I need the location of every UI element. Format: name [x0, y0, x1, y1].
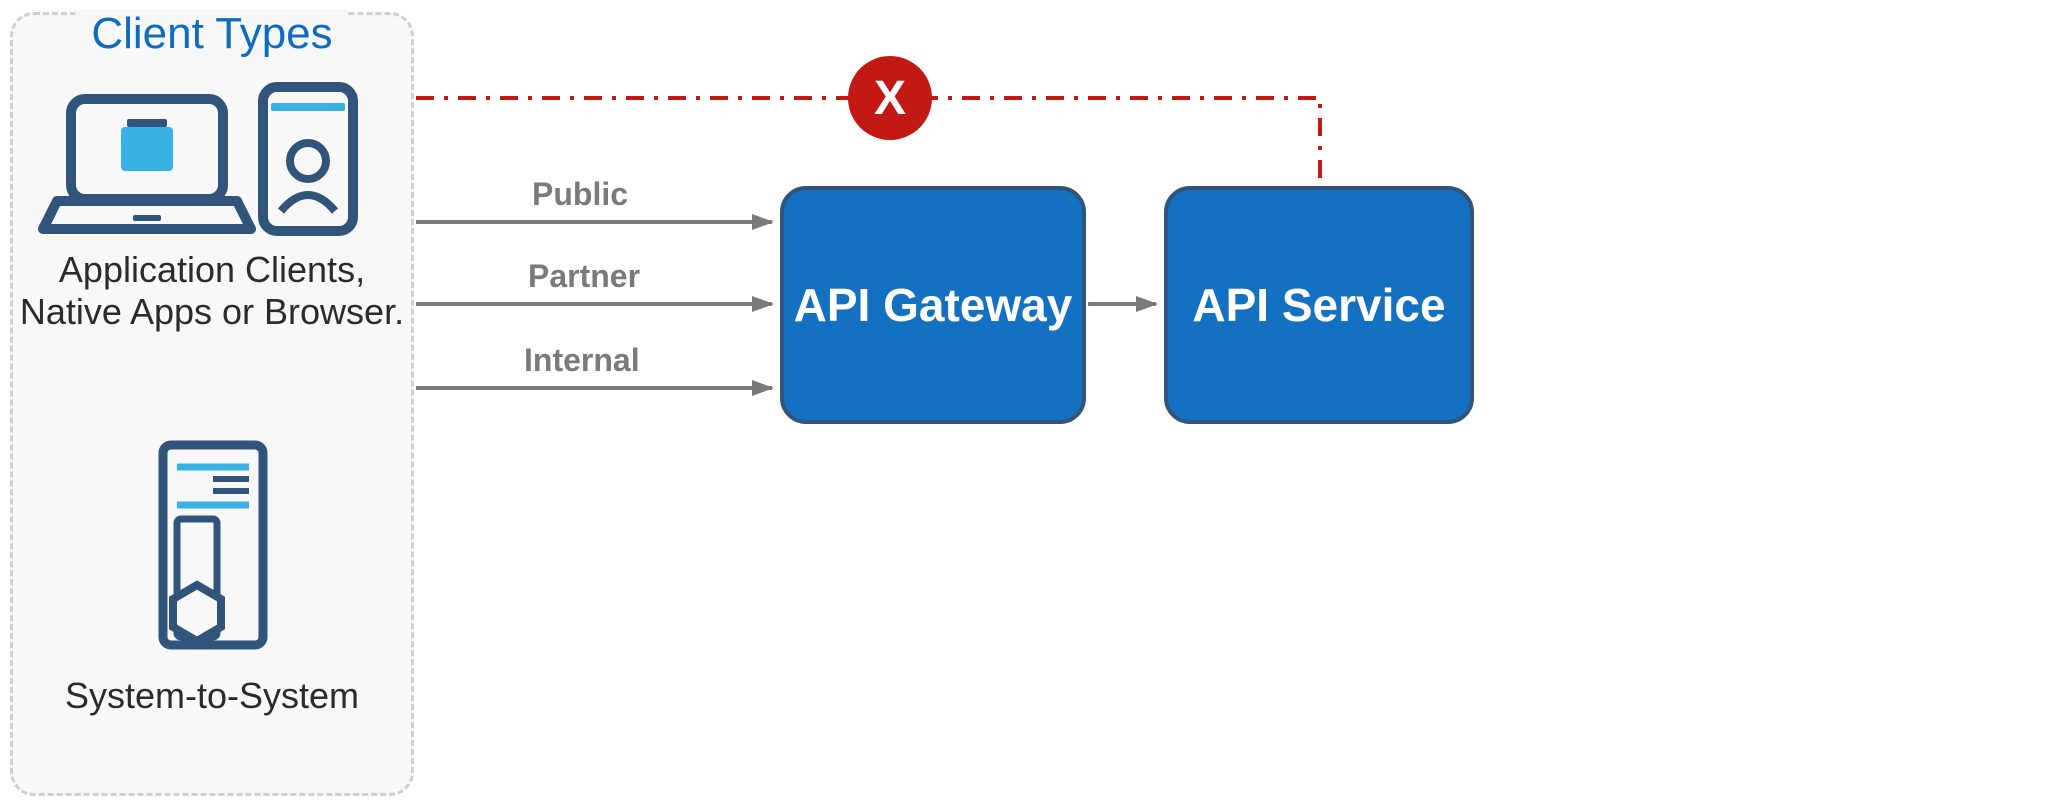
edge-label-partner: Partner	[528, 258, 640, 295]
node-api-service: API Service	[1164, 186, 1474, 424]
node-api-gateway-label: API Gateway	[794, 278, 1073, 332]
node-api-service-label: API Service	[1192, 278, 1445, 332]
blocked-badge-label: X	[874, 71, 906, 126]
edge-label-public: Public	[532, 176, 628, 213]
edge-label-internal: Internal	[524, 342, 640, 379]
blocked-badge: X	[848, 56, 932, 140]
node-api-gateway: API Gateway	[780, 186, 1086, 424]
